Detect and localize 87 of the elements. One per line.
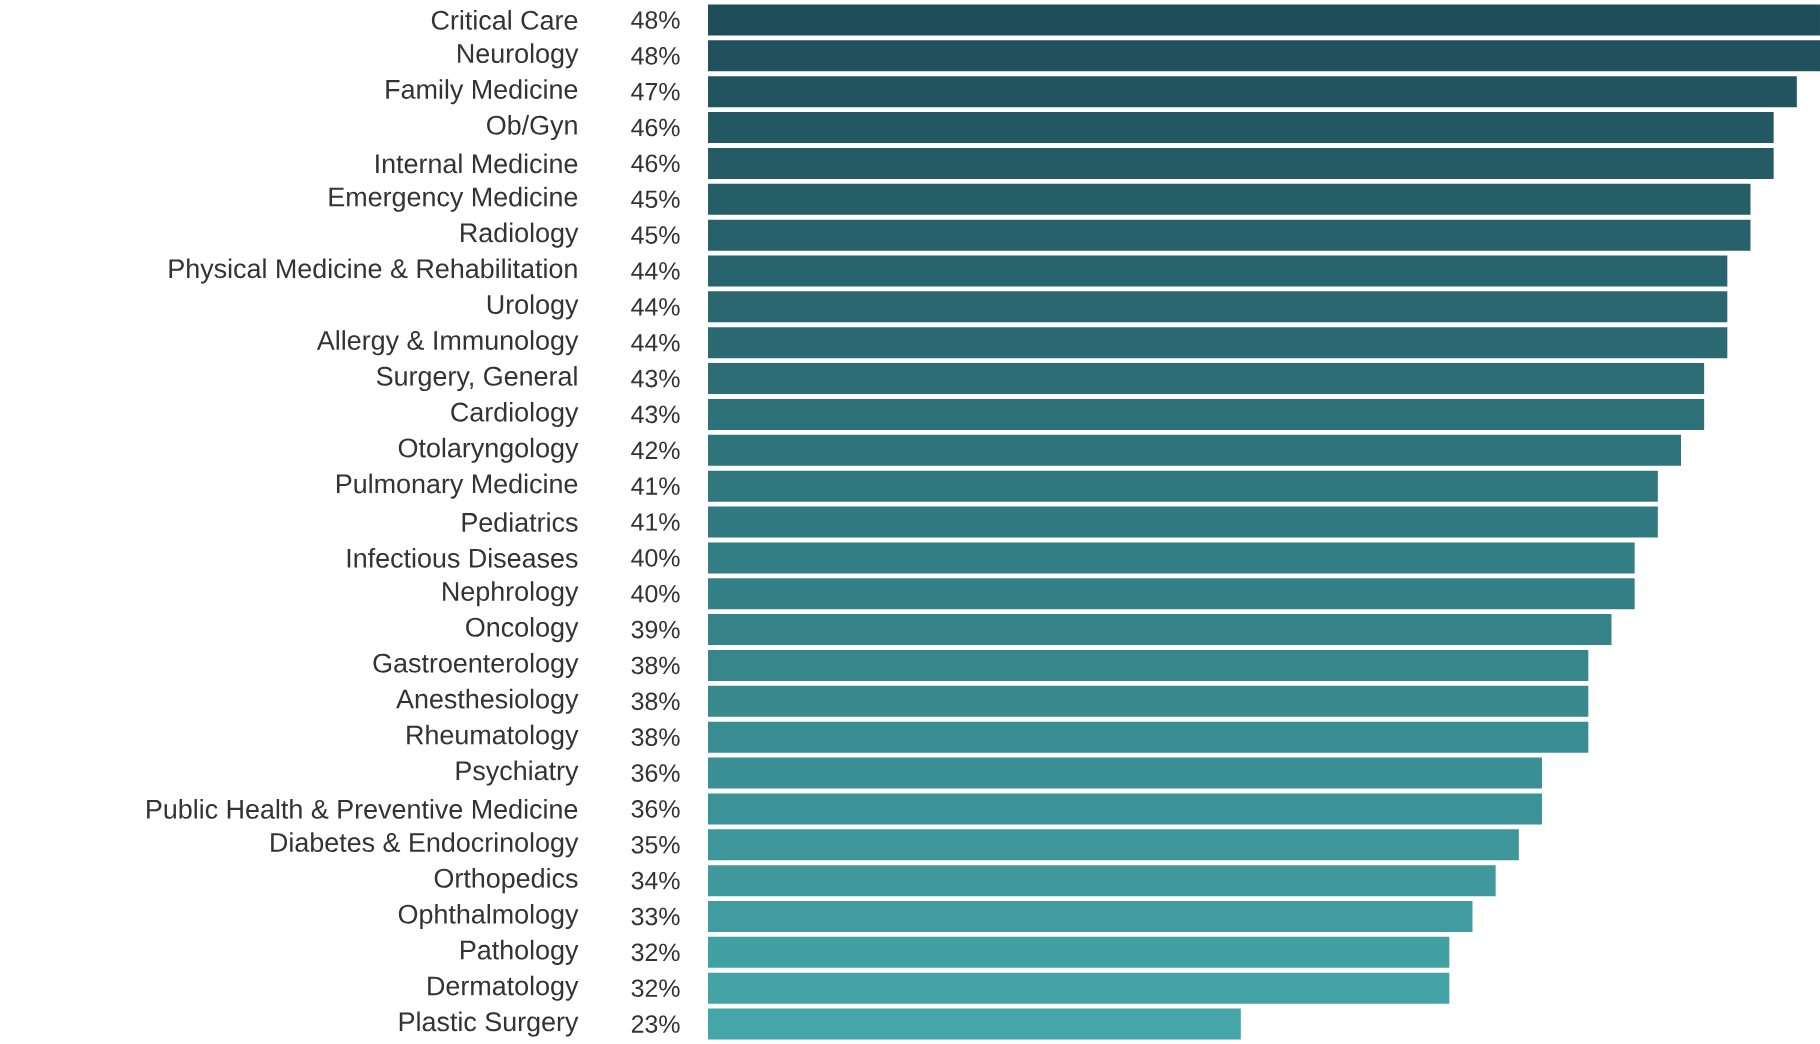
y-tick-label: Physical Medicine & Rehabilitation (169, 258, 577, 284)
bar (708, 219, 1751, 251)
y-tick-label: Emergency Medicine (329, 186, 578, 212)
bar (708, 470, 1658, 502)
data-label: 23% (631, 1015, 680, 1033)
data-label: 36% (631, 800, 680, 818)
data-label: 43% (631, 405, 680, 424)
y-tick-label: Otolaryngology (398, 437, 579, 463)
data-label: 48% (631, 47, 680, 65)
bar (708, 649, 1589, 681)
y-tick-label: Gastroenterology (373, 652, 579, 678)
y-tick-label: Surgery, General (376, 366, 577, 392)
y-tick-label: Plastic Surgery (399, 1011, 579, 1037)
bar (708, 291, 1728, 323)
data-label: 44% (631, 262, 680, 280)
data-label: 45% (631, 226, 680, 244)
y-tick-label: Family Medicine (386, 79, 578, 105)
bar (708, 721, 1589, 753)
y-tick-label: Psychiatry (456, 760, 579, 786)
bar (708, 757, 1542, 789)
bar (708, 793, 1542, 825)
data-label: 40% (631, 584, 680, 603)
bar (708, 398, 1705, 430)
bar (708, 112, 1774, 144)
y-tick-label: Pulmonary Medicine (336, 473, 578, 499)
data-label: 41% (631, 477, 680, 495)
data-label: 36% (631, 764, 680, 782)
data-label: 46% (631, 154, 680, 173)
y-tick-label: Orthopedics (434, 868, 578, 894)
data-label: 41% (631, 513, 680, 531)
y-tick-label: Neurology (458, 43, 579, 69)
data-label: 38% (631, 656, 680, 675)
data-label: 44% (631, 298, 680, 316)
y-tick-label: Internal Medicine (376, 153, 578, 174)
y-tick-label: Nephrology (443, 581, 579, 607)
bar (708, 936, 1450, 968)
data-label: 44% (631, 334, 680, 352)
data-label: 39% (631, 620, 680, 639)
data-label: 32% (631, 979, 680, 998)
y-tick-label: Dermatology (428, 975, 579, 1001)
data-label: 46% (631, 118, 680, 137)
y-tick-label: Urology (487, 294, 579, 320)
bar (708, 434, 1681, 466)
data-label: 45% (631, 190, 680, 209)
bar (708, 40, 1820, 72)
y-tick-label: Radiology (461, 222, 579, 248)
y-tick-label: Infectious Diseases (347, 548, 578, 568)
bar (708, 614, 1612, 646)
bar (708, 829, 1519, 861)
bar (708, 76, 1797, 108)
y-tick-label: Rheumatology (407, 724, 579, 750)
data-label: 33% (631, 907, 680, 926)
data-label: 42% (631, 441, 680, 460)
y-tick-label: Allergy & Immunology (316, 330, 579, 356)
bar (708, 578, 1635, 610)
bar (708, 363, 1705, 395)
y-tick-label: Anesthesiology (396, 688, 579, 714)
y-tick-label: Ophthalmology (398, 903, 579, 930)
y-tick-label: Public Health & Preventive Medicine (147, 799, 578, 819)
bar (708, 865, 1496, 897)
bar (708, 506, 1658, 538)
data-label: 38% (631, 692, 680, 711)
bar (708, 972, 1450, 1004)
bar (708, 183, 1751, 215)
y-tick-label: Pathology (461, 939, 579, 965)
y-tick-label: Diabetes & Endocrinology (271, 832, 579, 858)
bar (708, 1008, 1241, 1040)
data-label: 32% (631, 943, 680, 962)
y-tick-label: Cardiology (451, 401, 579, 427)
y-tick-label: Oncology (466, 617, 579, 643)
bar (708, 901, 1473, 932)
bar (708, 147, 1774, 179)
bar (708, 255, 1728, 287)
data-label: 40% (631, 549, 680, 567)
data-label: 35% (631, 835, 680, 854)
y-tick-label: Ob/Gyn (487, 115, 577, 141)
bar (708, 4, 1820, 36)
data-label: 47% (631, 82, 680, 101)
data-label: 43% (631, 369, 680, 388)
y-tick-label: Critical Care (431, 10, 578, 30)
y-tick-label: Pediatrics (462, 512, 578, 532)
data-label: 38% (631, 728, 680, 747)
bar (708, 327, 1728, 359)
bar (708, 542, 1635, 574)
data-label: 34% (631, 871, 680, 890)
bar (708, 685, 1589, 717)
data-label: 48% (631, 11, 680, 29)
